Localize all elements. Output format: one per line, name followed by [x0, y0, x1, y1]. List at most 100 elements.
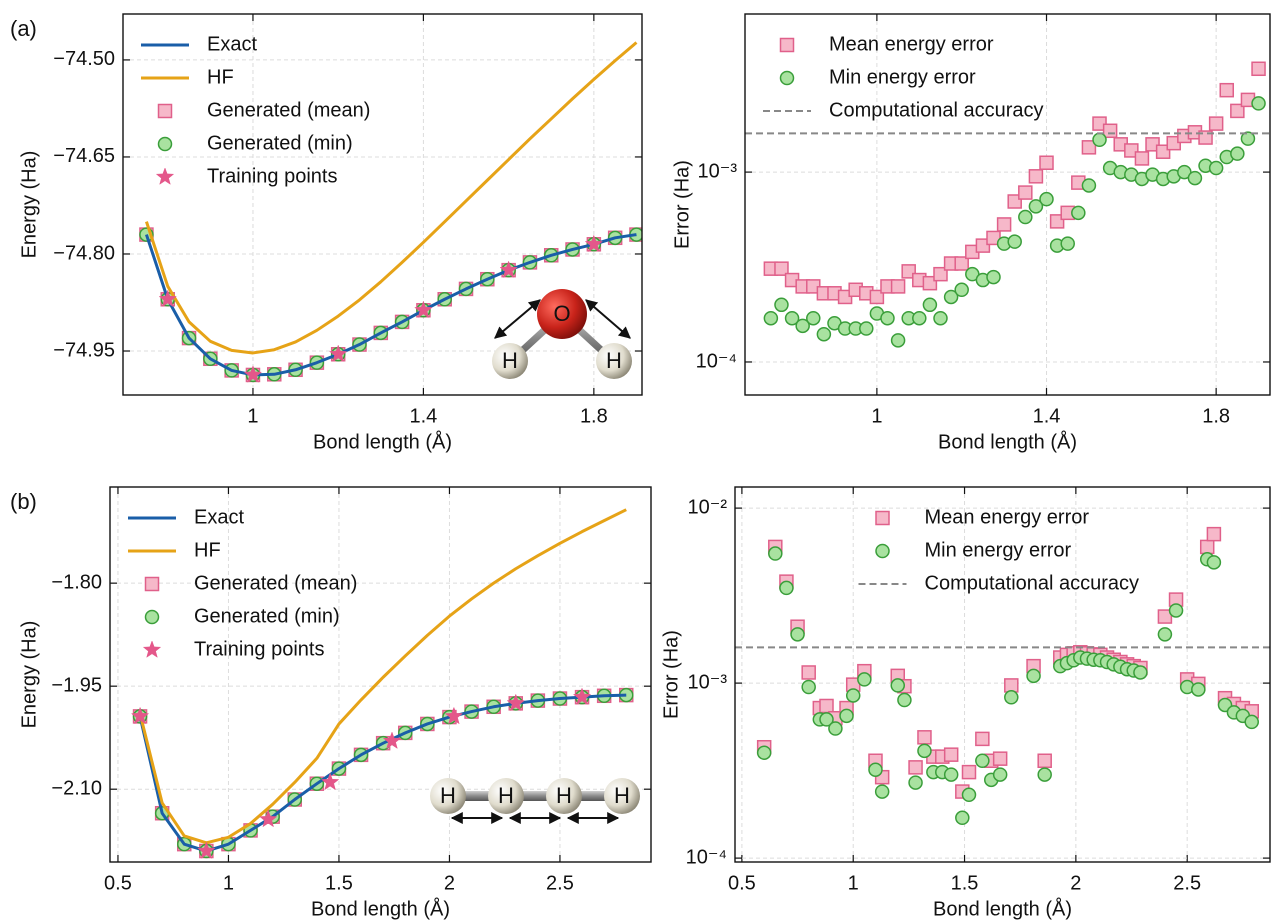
- atom-label: O: [553, 301, 570, 326]
- marker-circle: [781, 72, 794, 85]
- atom-label: H: [556, 783, 572, 808]
- y-tick-label: −74.80: [53, 242, 115, 264]
- marker-square: [994, 752, 1007, 765]
- x-axis-label: Bond length (Å): [933, 897, 1072, 920]
- atom-label: H: [440, 783, 456, 808]
- legend-label: Generated (min): [194, 605, 340, 627]
- y-tick-label: −74.50: [53, 48, 115, 70]
- legend: Mean energy errorMin energy errorComputa…: [859, 506, 1140, 594]
- arrow: [495, 300, 540, 338]
- chart-panel: 0.511.522.510⁻²10⁻³10⁻⁴Bond length (Å)Er…: [660, 487, 1270, 920]
- marker-circle: [934, 312, 947, 325]
- legend-label: Mean energy error: [829, 33, 994, 55]
- marker-square: [976, 732, 989, 745]
- marker-circle: [1005, 691, 1018, 704]
- marker-circle: [1245, 715, 1258, 728]
- legend-label: HF: [207, 66, 234, 88]
- x-tick-label: 0.5: [728, 872, 756, 894]
- marker-square: [820, 699, 833, 712]
- legend-label: Training points: [207, 165, 337, 187]
- x-axis-label: Bond length (Å): [938, 430, 1077, 453]
- marker-circle: [956, 811, 969, 824]
- x-tick-label: 2.5: [546, 872, 574, 894]
- marker-square: [1220, 84, 1233, 97]
- marker-circle: [918, 744, 931, 757]
- marker-square: [1104, 124, 1117, 137]
- y-tick-label: 10⁻⁴: [686, 846, 727, 868]
- bond: [448, 791, 622, 801]
- marker-square: [876, 512, 889, 525]
- panel-label: (a): [10, 16, 37, 41]
- marker-square: [962, 766, 975, 779]
- legend: ExactHFGenerated (mean)Generated (min)Tr…: [141, 33, 370, 187]
- marker-square: [1201, 540, 1214, 553]
- marker-circle: [876, 785, 889, 798]
- legend-label: Exact: [194, 506, 244, 528]
- marker-square: [945, 748, 958, 761]
- marker-circle: [769, 547, 782, 560]
- x-tick-label: 1: [848, 872, 859, 894]
- marker-circle: [1207, 556, 1220, 569]
- x-axis-label: Bond length (Å): [311, 897, 450, 920]
- h4-inset: H H H H: [430, 778, 640, 818]
- panel-label: (b): [10, 489, 37, 514]
- y-axis-label: Error (Ha): [671, 160, 693, 249]
- arrow: [586, 300, 630, 338]
- y-tick-label: −1.80: [51, 571, 102, 593]
- marker-circle: [1019, 211, 1032, 224]
- marker-square: [1135, 152, 1148, 165]
- x-tick-label: 1.4: [1033, 405, 1061, 427]
- legend-label: Min energy error: [829, 66, 976, 88]
- marker-square: [892, 280, 905, 293]
- marker-circle: [1082, 179, 1095, 192]
- marker-circle: [898, 694, 911, 707]
- y-tick-label: 10⁻²: [688, 496, 728, 518]
- legend: Mean energy errorMin energy errorComputa…: [763, 33, 1044, 121]
- y-tick-label: −1.95: [51, 674, 102, 696]
- marker-circle: [1134, 666, 1147, 679]
- marker-circle: [1210, 162, 1223, 175]
- marker-square: [1029, 170, 1042, 183]
- marker-circle: [807, 312, 820, 325]
- marker-circle: [923, 298, 936, 311]
- marker-circle: [881, 312, 894, 325]
- marker-circle: [962, 788, 975, 801]
- marker-circle: [1192, 683, 1205, 696]
- marker-circle: [945, 768, 958, 781]
- marker-circle: [1061, 237, 1074, 250]
- x-tick-label: 1: [223, 872, 234, 894]
- atom-label: H: [606, 348, 622, 373]
- x-tick-label: 1: [871, 405, 882, 427]
- legend-label: Generated (mean): [194, 572, 357, 594]
- x-tick-label: 2: [1070, 872, 1081, 894]
- marker-circle: [892, 334, 905, 347]
- marker-circle: [758, 746, 771, 759]
- x-tick-label: 1.4: [410, 405, 438, 427]
- x-axis-label: Bond length (Å): [313, 430, 452, 453]
- x-tick-label: 1.8: [580, 405, 608, 427]
- y-axis-label: Energy (Ha): [18, 621, 40, 729]
- legend-label: Generated (mean): [207, 99, 370, 121]
- marker-circle: [775, 298, 788, 311]
- chart-panel: (a)11.41.8−74.50−74.65−74.80−74.95Bond l…: [10, 14, 643, 453]
- marker-circle: [1008, 235, 1021, 248]
- legend-label: HF: [194, 539, 221, 561]
- y-tick-label: −74.95: [53, 339, 115, 361]
- marker-circle: [840, 709, 853, 722]
- marker-square: [918, 731, 931, 744]
- x-tick-label: 1.8: [1202, 405, 1230, 427]
- marker-circle: [791, 628, 804, 641]
- legend-label: Training points: [194, 638, 324, 660]
- figure: (a)11.41.8−74.50−74.65−74.80−74.95Bond l…: [0, 0, 1271, 924]
- legend-label: Mean energy error: [925, 506, 1090, 528]
- atom-label: H: [502, 348, 518, 373]
- marker-circle: [891, 679, 904, 692]
- marker-square: [1207, 528, 1220, 541]
- line: [140, 695, 626, 851]
- chart-panel: (b)0.511.522.5−1.80−1.95−2.10Bond length…: [10, 487, 651, 920]
- marker-square: [1005, 679, 1018, 692]
- marker-square: [159, 105, 172, 118]
- marker-square: [1040, 156, 1053, 169]
- y-tick-label: −2.10: [51, 777, 102, 799]
- marker-star: [156, 168, 173, 184]
